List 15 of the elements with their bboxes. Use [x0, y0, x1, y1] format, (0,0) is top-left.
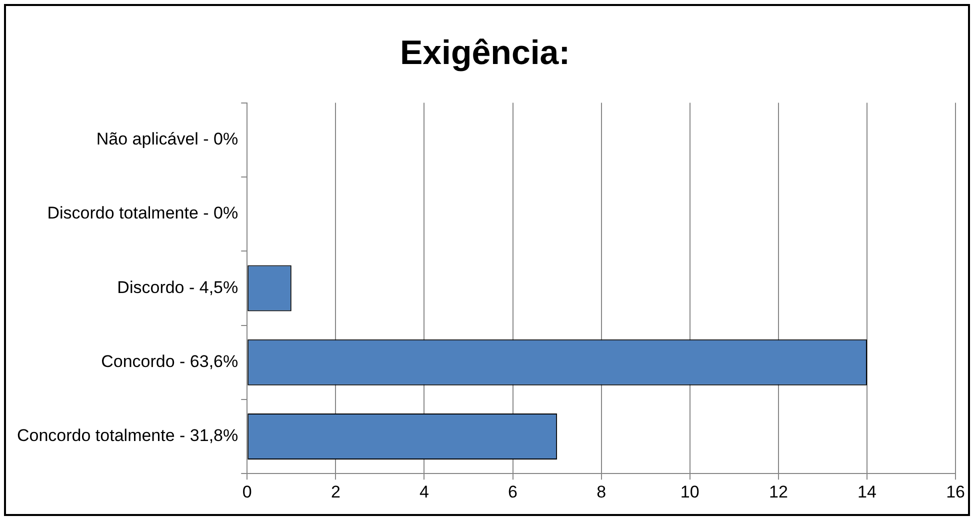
x-tick-label: 10	[680, 482, 700, 502]
y-tick-label: Concordo totalmente - 31,8%	[17, 426, 238, 446]
y-tick-label: Discordo - 4,5%	[117, 278, 238, 297]
x-tick-label: 16	[946, 482, 966, 502]
y-tick-label: Concordo - 63,6%	[101, 352, 238, 372]
x-tick-label: 14	[858, 482, 876, 502]
x-tick-label: 8	[596, 482, 606, 502]
x-tick-label: 4	[419, 482, 429, 502]
y-tick-label: Discordo totalmente - 0%	[47, 204, 238, 223]
x-tick-label: 0	[242, 482, 252, 502]
y-tick-label: Não aplicável - 0%	[96, 130, 238, 149]
x-tick-label: 6	[508, 482, 518, 502]
x-tick-label: 12	[768, 482, 788, 502]
x-tick-label: 2	[330, 482, 340, 502]
chart-title: Exigência:	[400, 34, 570, 72]
